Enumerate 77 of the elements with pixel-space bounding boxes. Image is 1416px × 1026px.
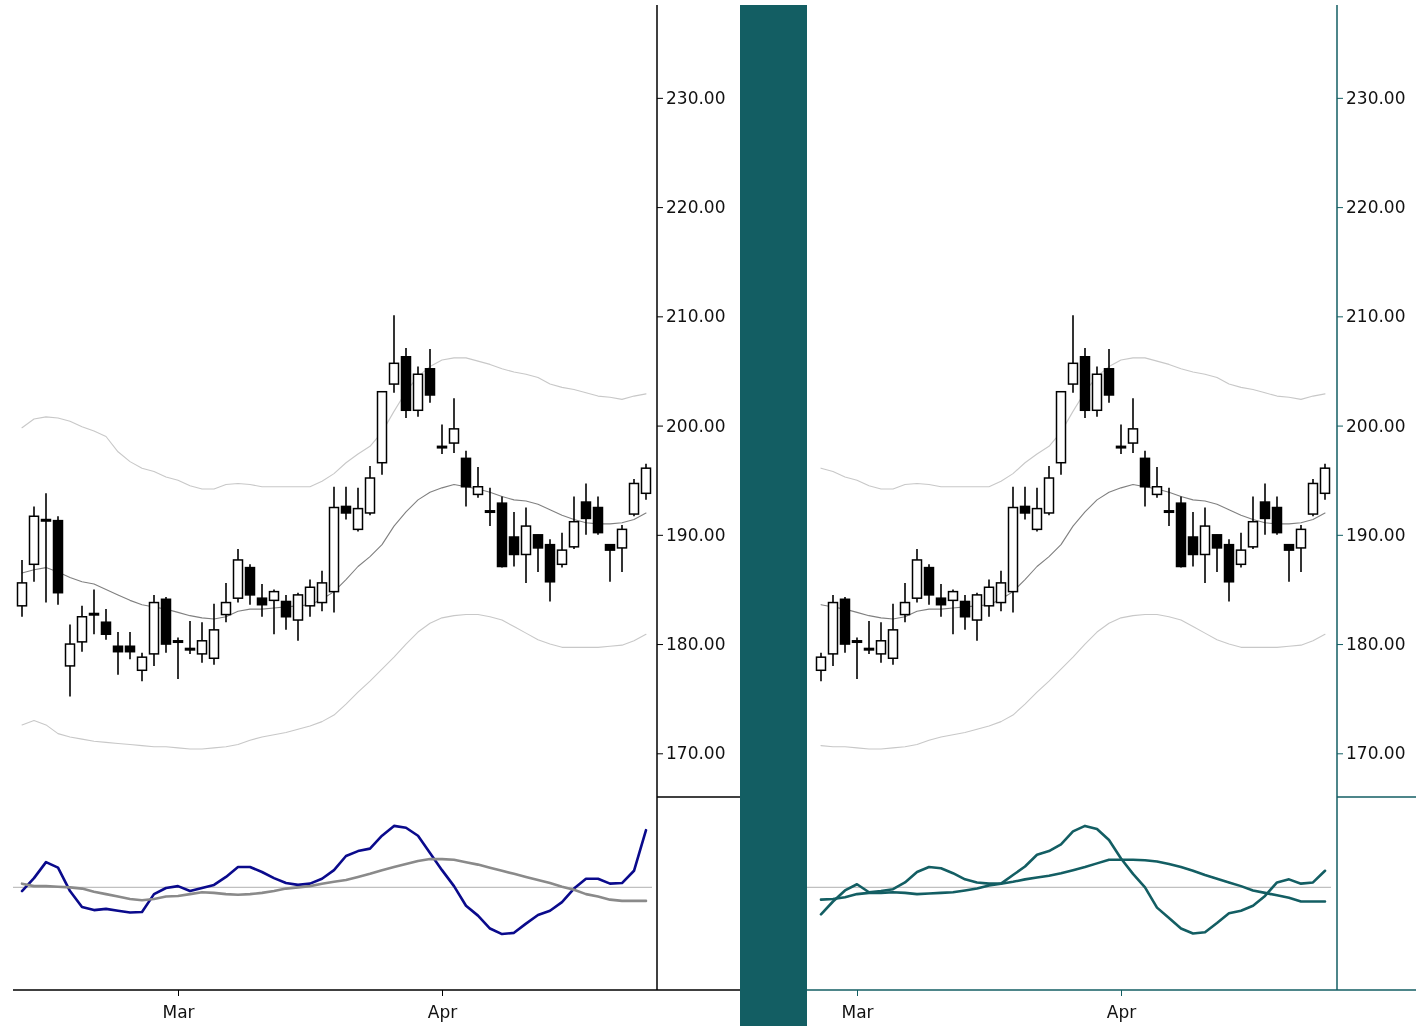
candlestick <box>112 631 124 676</box>
candlestick <box>256 583 268 618</box>
y-tick-label: 230.00 <box>1346 87 1406 108</box>
y-tick-label: 200.00 <box>1346 415 1406 436</box>
y-tick-label: 230.00 <box>666 87 726 108</box>
candlestick <box>16 559 28 618</box>
candlestick <box>532 534 544 573</box>
candlestick <box>40 492 52 604</box>
candlestick <box>1187 511 1199 568</box>
candlestick <box>184 620 196 655</box>
candlestick <box>1163 487 1175 527</box>
x-tick-label: Mar <box>841 1001 874 1022</box>
line-series <box>21 357 647 490</box>
candlestick <box>1295 524 1307 573</box>
candlestick <box>616 524 628 573</box>
candlestick <box>88 588 100 636</box>
candlestick <box>124 631 136 661</box>
candlestick <box>875 621 887 664</box>
y-tick-label: 180.00 <box>1346 634 1406 654</box>
candlestick <box>1031 487 1043 533</box>
candlestick <box>1211 534 1223 573</box>
candlestick <box>196 621 208 664</box>
y-tick-label: 200.00 <box>666 415 726 436</box>
line-series <box>820 484 1326 620</box>
candlestick <box>1019 485 1031 521</box>
y-tick-label: 210.00 <box>1346 306 1406 327</box>
candlestick <box>64 623 76 698</box>
candlestick <box>172 636 184 680</box>
y-tick-label: 170.00 <box>666 743 726 764</box>
y-tick-label: 220.00 <box>666 197 726 218</box>
candlestick <box>1259 482 1271 536</box>
candlestick <box>983 578 995 618</box>
candlestick <box>484 487 496 527</box>
candlestick <box>947 588 959 636</box>
candlestick <box>304 578 316 618</box>
candlestick <box>556 531 568 569</box>
candlestick <box>1235 531 1247 569</box>
candlestick <box>935 583 947 618</box>
y-tick-label: 180.00 <box>666 634 726 654</box>
candlestick <box>280 594 292 631</box>
candlestick <box>580 482 592 536</box>
candlestick <box>220 582 232 624</box>
y-tick-label: 220.00 <box>1346 197 1406 218</box>
candlestick <box>268 588 280 636</box>
candlestick <box>815 652 827 682</box>
line-series <box>820 357 1326 490</box>
candlestick <box>959 594 971 631</box>
candlestick <box>136 652 148 682</box>
candlestick <box>851 636 863 680</box>
line-series <box>21 484 647 620</box>
candlestick <box>316 570 328 613</box>
candlestick <box>604 543 616 583</box>
candlestick <box>340 485 352 521</box>
candlestick <box>995 570 1007 613</box>
y-tick-label: 210.00 <box>666 306 726 327</box>
y-tick-label: 170.00 <box>1346 743 1406 764</box>
candlestick <box>472 466 484 499</box>
candlestick <box>100 608 112 641</box>
y-tick-label: 190.00 <box>1346 524 1406 545</box>
x-tick-label: Apr <box>427 1001 458 1022</box>
y-tick-label: 190.00 <box>666 524 726 545</box>
candlestick <box>1067 314 1079 394</box>
x-tick-label: Apr <box>1106 1001 1137 1022</box>
candlestick <box>863 620 875 655</box>
candlestick <box>1283 543 1295 583</box>
candlestick <box>352 487 364 533</box>
candlestick <box>448 397 460 454</box>
line-series <box>820 614 1326 750</box>
candlestick <box>1115 423 1127 455</box>
x-tick-label: Mar <box>162 1001 195 1022</box>
candlestick <box>508 511 520 568</box>
candlestick <box>1151 466 1163 499</box>
candlestick <box>1127 397 1139 454</box>
candlestick <box>388 314 400 394</box>
candlestick <box>436 423 448 455</box>
candlestick <box>899 582 911 624</box>
line-series <box>21 614 647 750</box>
